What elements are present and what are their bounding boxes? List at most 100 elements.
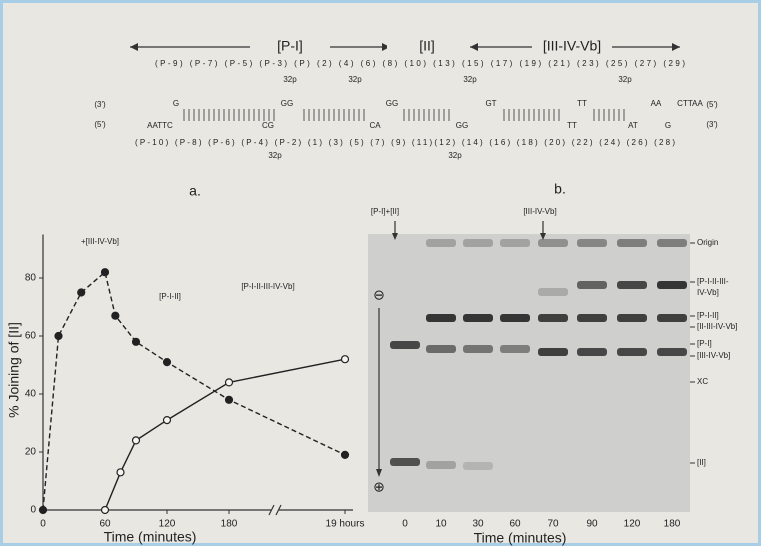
gel-band <box>657 239 687 247</box>
band-label: [II-III-IV-Vb] <box>697 322 737 331</box>
lane-label: 120 <box>624 519 641 530</box>
gel-band <box>463 239 493 247</box>
label-32p: 32p <box>463 75 477 84</box>
base-top: AA <box>651 99 662 108</box>
base-bottom: CA <box>369 121 381 130</box>
data-point <box>117 469 124 476</box>
gel-band <box>538 239 568 247</box>
base-top: GG <box>386 99 398 108</box>
page: { "diagram": { "segments": ["[P-I]", "[I… <box>0 0 761 546</box>
data-point <box>40 507 47 514</box>
gel-band <box>426 314 456 322</box>
band-label: IV-Vb] <box>697 288 719 297</box>
gel-band <box>617 348 647 356</box>
data-point <box>133 338 140 345</box>
base-top: TT <box>577 99 587 108</box>
band-label: Origin <box>697 238 718 247</box>
label-32p: 32p <box>448 151 462 160</box>
fragments-bottom: (P-10) (P-8) (P-6) (P-4) (P-2) (1) (3) (… <box>135 138 675 147</box>
y-tick-label: 40 <box>25 389 37 400</box>
data-point <box>112 312 119 319</box>
electrode: ⊖ <box>373 287 385 303</box>
segment-label: [III-IV-Vb] <box>543 38 601 54</box>
x-axis-label: Time (minutes) <box>474 530 567 546</box>
fragments-top: (P-9) (P-7) (P-5) (P-3) (P) (2) (4) (6) … <box>155 59 685 68</box>
data-point <box>102 507 109 514</box>
gel-image <box>368 234 690 512</box>
x-tick-label: 180 <box>221 519 238 530</box>
band-label: XC <box>697 377 708 386</box>
label-32p: 32p <box>348 75 362 84</box>
segment-label: [II] <box>419 38 435 54</box>
base-bottom: G <box>665 121 671 130</box>
lane-label: 90 <box>586 519 598 530</box>
base-top: GG <box>281 99 293 108</box>
gel-band <box>538 348 568 356</box>
lane-label: 60 <box>509 519 521 530</box>
gel-band <box>657 281 687 289</box>
strand-end: (3') <box>94 100 106 109</box>
gel-band <box>500 314 530 322</box>
gel-band <box>390 458 420 466</box>
lane-label: 0 <box>402 519 408 530</box>
strand-end: (5') <box>94 120 106 129</box>
data-point <box>226 379 233 386</box>
x-axis-label: Time (minutes) <box>104 529 197 545</box>
segment-label: [P-I] <box>277 38 303 54</box>
data-point <box>342 356 349 363</box>
base-bottom: CG <box>262 121 274 130</box>
gel-band <box>426 461 456 469</box>
annotation: [P-I-II] <box>159 292 181 301</box>
base-top: CTTAA <box>677 99 703 108</box>
data-point <box>55 333 62 340</box>
base-top: G <box>173 99 179 108</box>
electrode: ⊕ <box>373 479 385 495</box>
data-point <box>133 437 140 444</box>
band-label: [P-I] <box>697 339 712 348</box>
gel-band <box>657 348 687 356</box>
gel-band <box>500 239 530 247</box>
base-bottom: GG <box>456 121 468 130</box>
y-tick-label: 60 <box>25 331 37 342</box>
annotation: [P-I-II-III-IV-Vb] <box>241 282 294 291</box>
band-label: [III-IV-Vb] <box>697 351 730 360</box>
label-32p: 32p <box>618 75 632 84</box>
lane-label: 30 <box>472 519 484 530</box>
gel-band <box>657 314 687 322</box>
data-point <box>164 417 171 424</box>
annotation: +[III-IV-Vb] <box>81 237 119 246</box>
base-bottom: AATTC <box>147 121 173 130</box>
gel-band <box>390 341 420 349</box>
band-label: [II] <box>697 458 706 467</box>
gel-band <box>463 345 493 353</box>
gel-band <box>463 314 493 322</box>
y-tick-label: 20 <box>25 447 37 458</box>
gel-band <box>463 462 493 470</box>
band-label: [P-I-II-III- <box>697 277 729 286</box>
base-bottom: TT <box>567 121 577 130</box>
band-label: [P-I-II] <box>697 311 719 320</box>
strand-end: (5') <box>706 100 718 109</box>
addition-label: [P-I]+[II] <box>371 207 399 216</box>
gel-band <box>577 348 607 356</box>
gel-band <box>617 281 647 289</box>
gel-band <box>538 288 568 296</box>
y-axis-label: % Joining of [II] <box>6 322 22 418</box>
data-point <box>342 451 349 458</box>
y-tick-label: 0 <box>30 505 36 516</box>
base-top: GT <box>485 99 496 108</box>
gel-band <box>426 239 456 247</box>
gel-band <box>577 281 607 289</box>
label-32p: 32p <box>283 75 297 84</box>
y-tick-label: 80 <box>25 273 37 284</box>
data-point <box>164 359 171 366</box>
data-point <box>102 269 109 276</box>
panel-label: a. <box>189 183 201 199</box>
data-point <box>226 396 233 403</box>
gel-band <box>577 239 607 247</box>
gel-band <box>577 314 607 322</box>
lane-label: 180 <box>664 519 681 530</box>
panel-label: b. <box>554 181 566 197</box>
x-tick-label: 0 <box>40 519 46 530</box>
x-tick-label: 19 hours <box>326 519 365 530</box>
